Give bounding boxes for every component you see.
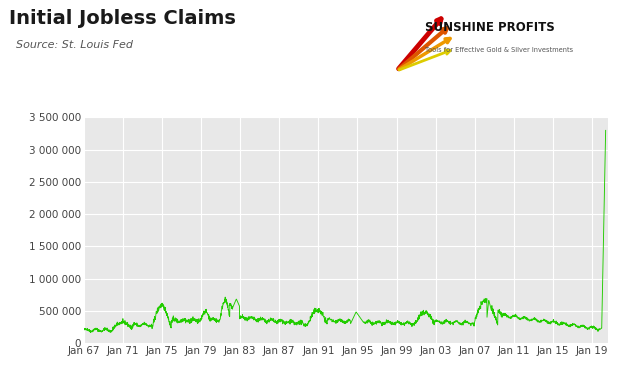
Text: Source: St. Louis Fed: Source: St. Louis Fed — [9, 40, 133, 50]
Text: SUNSHINE PROFITS: SUNSHINE PROFITS — [425, 21, 554, 34]
Text: Initial Jobless Claims: Initial Jobless Claims — [9, 9, 236, 28]
Text: Tools for Effective Gold & Silver Investments: Tools for Effective Gold & Silver Invest… — [425, 47, 573, 53]
